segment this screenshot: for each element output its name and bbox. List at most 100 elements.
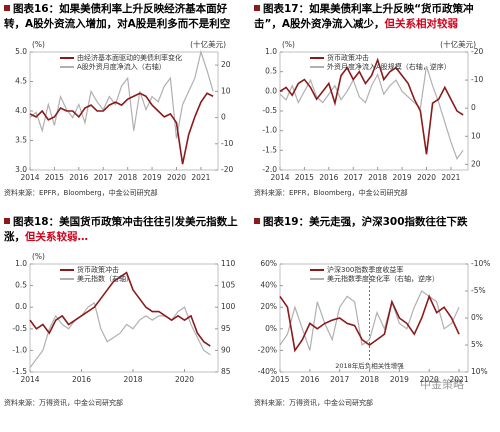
y-unit: (%) bbox=[282, 40, 295, 49]
x-tick-label: 2021 bbox=[191, 173, 210, 182]
y-tick-label: -40% bbox=[258, 367, 277, 376]
title-text: 如果美债利率上升反映“货币政策冲击”，A股外资净流入减少， bbox=[254, 3, 474, 30]
x-tick-label: 2019 bbox=[390, 375, 409, 384]
y-tick-label: 3.5 bbox=[15, 136, 27, 145]
y2-tick-label: 90 bbox=[221, 345, 231, 354]
y-tick-label: 0% bbox=[265, 324, 277, 333]
y2-unit: (十亿美元) bbox=[190, 39, 226, 49]
y-tick-label: 3.0 bbox=[15, 165, 27, 174]
title-text: 美国货币政策冲击往往引发美元指数上涨， bbox=[4, 216, 238, 243]
title-highlight: 但关系较弱… bbox=[25, 231, 88, 243]
y-tick-label: 40% bbox=[260, 281, 277, 290]
y-tick-label: -1.0 bbox=[12, 345, 27, 354]
y-tick-label: 5.0 bbox=[15, 47, 27, 56]
y2-tick-label: -10 bbox=[471, 75, 483, 84]
legend-label: 由经济基本面驱动的美债利率变化 bbox=[77, 53, 182, 62]
x-tick-label: 2019 bbox=[393, 173, 412, 182]
series-line bbox=[29, 271, 211, 347]
source-note: 资料来源：EPFR，Bloomberg，中金公司研究部 bbox=[254, 189, 408, 197]
y2-tick-label: 0% bbox=[471, 313, 483, 322]
y-tick-label: -0.5 bbox=[262, 106, 277, 115]
chart: -40% -20% 0% 20% 40% 60% -10% -5% 0% 5% 10% 2015 201… bbox=[258, 259, 491, 384]
y2-tick-label: -20 bbox=[221, 165, 233, 174]
chart: -2.0 -1.5 -1.0 -0.5 0.0 0.5 1.0 -20 -10 0 10 20 2014… bbox=[262, 39, 483, 182]
y2-tick-label: -5% bbox=[471, 286, 486, 295]
y-tick-label: 1.0 bbox=[15, 259, 27, 268]
y-tick-label: 20% bbox=[260, 302, 277, 311]
figure-number: 图表16： bbox=[13, 3, 60, 15]
x-tick-label: 2016 bbox=[72, 375, 91, 384]
series-line bbox=[29, 92, 214, 165]
x-tick-label: 2017 bbox=[94, 173, 113, 182]
figure-title: 图表19：美元走强，沪深300指数往往下跌 bbox=[254, 215, 494, 230]
x-tick-label: 2016 bbox=[300, 375, 319, 384]
legend-label: 外资月度净流入A股规模（右轴，逆序） bbox=[327, 62, 451, 71]
annotation: 2018年后负相关性增强 bbox=[335, 361, 404, 370]
x-tick-label: 2018 bbox=[123, 375, 142, 384]
source-note: 资料来源：万得资讯，中金公司研究部 bbox=[254, 399, 373, 407]
x-tick-label: 2014 bbox=[270, 173, 289, 182]
series-line bbox=[29, 301, 211, 369]
x-tick-label: 2018 bbox=[368, 173, 387, 182]
y2-tick-label: 5% bbox=[471, 340, 483, 349]
y2-tick-label: 110 bbox=[221, 259, 236, 268]
y2-tick-label: -10% bbox=[471, 259, 490, 268]
x-tick-label: 2016 bbox=[319, 173, 338, 182]
y-tick-label: 0.5 bbox=[265, 67, 277, 76]
x-tick-label: 2017 bbox=[330, 375, 349, 384]
x-tick-label: 2014 bbox=[20, 173, 39, 182]
y-tick-label: -1.0 bbox=[262, 126, 277, 135]
y-tick-label: 0.0 bbox=[15, 302, 27, 311]
y2-tick-label: 0 bbox=[471, 103, 476, 112]
y2-tick-label: 95 bbox=[221, 324, 231, 333]
legend-label: 货币政策冲击 bbox=[77, 265, 119, 274]
y-tick-label: -2.0 bbox=[262, 165, 277, 174]
y-tick-label: 1.0 bbox=[265, 47, 277, 56]
x-tick-label: 2020 bbox=[420, 375, 439, 384]
title-text: 如果美债利率上升反映经济基本面好转，A股外资流入增加，对A股是利多而不是利空 bbox=[4, 3, 231, 30]
legend-label: 美元指数季度变化率（右轴，逆序） bbox=[327, 274, 439, 283]
y-tick-label: -0.5 bbox=[12, 324, 27, 333]
y-tick-label: -1.5 bbox=[262, 145, 277, 154]
y-tick-label: 4.0 bbox=[15, 106, 27, 115]
x-tick-label: 2018 bbox=[118, 173, 137, 182]
title-highlight: 但关系相对较弱 bbox=[384, 18, 459, 30]
x-tick-label: 2015 bbox=[270, 375, 289, 384]
y-tick-label: -1.5 bbox=[12, 367, 27, 376]
figure-number: 图表17： bbox=[263, 3, 310, 15]
y-unit: (%) bbox=[32, 40, 45, 49]
x-tick-label: 2017 bbox=[344, 173, 363, 182]
y-tick-label: 0.5 bbox=[15, 281, 27, 290]
figure-title: 图表16：如果美债利率上升反映经济基本面好转，A股外资流入增加，对A股是利多而不… bbox=[4, 2, 244, 32]
legend-label: A股外资月度净流入（右轴） bbox=[77, 62, 166, 71]
y2-tick-label: -20 bbox=[471, 47, 483, 56]
y2-tick-label: 20 bbox=[471, 159, 481, 168]
y2-tick-label: 10% bbox=[471, 367, 488, 376]
y2-tick-label: 0 bbox=[221, 113, 226, 122]
plot-frame bbox=[29, 263, 219, 373]
chart: -1.5 -1.0 -0.5 0.0 0.5 1.0 85 90 95 100 105 110 2014… bbox=[12, 252, 236, 384]
y2-unit: (十亿美元) bbox=[440, 39, 476, 49]
series-line bbox=[279, 294, 460, 353]
x-tick-label: 2020 bbox=[175, 375, 194, 384]
x-tick-label: 2018 bbox=[360, 375, 379, 384]
x-tick-label: 2021 bbox=[450, 375, 469, 384]
chart: 3.0 3.5 4.0 4.5 5.0 -20 -10 0 10 20 2014 2015 2016 20… bbox=[15, 39, 233, 182]
x-tick-label: 2019 bbox=[143, 173, 162, 182]
x-tick-label: 2015 bbox=[45, 173, 64, 182]
y2-tick-label: 20 bbox=[221, 60, 231, 69]
source-note: 资料来源：EPFR，Bloomberg，中金公司研究部 bbox=[4, 189, 158, 197]
y-tick-label: 60% bbox=[260, 259, 277, 268]
x-tick-label: 2020 bbox=[417, 173, 436, 182]
y2-tick-label: -10 bbox=[221, 139, 233, 148]
y-unit: (%) bbox=[32, 252, 45, 261]
y2-tick-label: 105 bbox=[221, 281, 236, 290]
x-tick-label: 2021 bbox=[441, 173, 460, 182]
series-line bbox=[279, 65, 464, 161]
figure-title: 图表18：美国货币政策冲击往往引发美元指数上涨，但关系较弱… bbox=[4, 215, 244, 245]
series-line bbox=[279, 57, 464, 155]
legend-label: 美元指数（右轴） bbox=[77, 274, 133, 283]
figure-title: 图表17：如果美债利率上升反映“货币政策冲击”，A股外资净流入减少，但关系相对较… bbox=[254, 2, 494, 32]
y-tick-label: 0.0 bbox=[265, 86, 277, 95]
